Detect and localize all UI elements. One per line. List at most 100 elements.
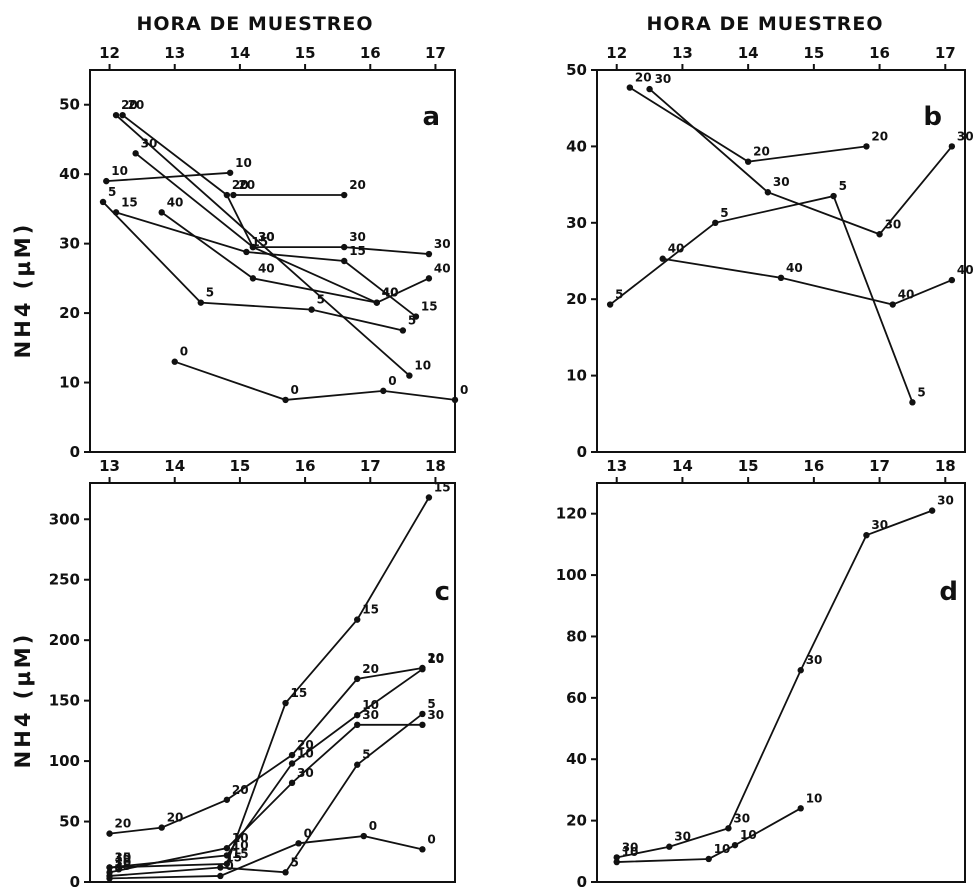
data-point	[340, 257, 348, 265]
data-point	[425, 250, 433, 258]
data-point	[360, 832, 367, 840]
data-label: 20	[115, 817, 132, 831]
data-point	[406, 372, 413, 379]
data-point	[340, 191, 348, 199]
data-label: 30	[115, 855, 132, 869]
data-point	[948, 276, 956, 284]
data-point	[354, 675, 361, 683]
data-label: 15	[232, 847, 249, 861]
series-line	[115, 211, 417, 318]
y-tick-label: 100	[49, 752, 80, 770]
data-label: 0	[369, 819, 377, 833]
data-point	[282, 396, 289, 404]
data-point	[243, 248, 250, 256]
y-tick-label: 0	[577, 873, 587, 891]
x-tick-label: 14	[672, 457, 693, 475]
data-label: 20	[871, 129, 888, 143]
data-label: 10	[414, 359, 431, 373]
data-point	[288, 760, 296, 767]
series-line	[648, 88, 953, 236]
data-label: 20	[167, 811, 184, 825]
plot-frame	[89, 69, 456, 453]
plot-frame	[596, 69, 966, 453]
data-label: 30	[258, 230, 275, 244]
series-1: 20 20 20	[626, 71, 888, 165]
data-point	[425, 494, 433, 501]
x-tick-label: 15	[295, 44, 316, 62]
series-6: 15 15 15 15	[112, 195, 438, 320]
data-point	[230, 191, 237, 199]
data-point	[223, 860, 231, 868]
data-label: 0	[388, 374, 396, 388]
data-label: 30	[733, 811, 750, 825]
x-tick-label: 13	[672, 44, 693, 62]
x-tick-label: 17	[935, 44, 956, 62]
data-point	[373, 299, 380, 306]
x-tick-label: 15	[229, 457, 250, 475]
panel-label: a	[422, 102, 440, 132]
data-label: 30	[141, 136, 158, 150]
data-label: 10	[232, 838, 249, 852]
data-point	[666, 843, 673, 850]
y-tick-label: 120	[556, 505, 587, 523]
data-point	[606, 301, 614, 308]
y-tick-label: 200	[49, 631, 80, 649]
data-point	[217, 864, 224, 871]
y-tick-label: 30	[59, 235, 80, 253]
data-point	[928, 507, 936, 514]
data-point	[712, 219, 719, 226]
x-tick-label: 18	[425, 457, 446, 475]
data-label: 5	[427, 697, 435, 711]
x-tick-label: 14	[738, 44, 759, 62]
data-point	[340, 243, 348, 251]
y-tick-label: 50	[59, 96, 80, 114]
data-label: 10	[297, 747, 314, 761]
data-point	[249, 275, 257, 282]
y-tick-label: 0	[577, 443, 587, 461]
data-point	[226, 169, 234, 176]
data-point	[158, 209, 165, 216]
data-point	[909, 399, 916, 406]
panel-b: 12 13 14 15 16 1701020304050b2020203030303055…	[566, 44, 973, 461]
data-label: 20	[128, 98, 145, 112]
data-label: 15	[251, 235, 268, 249]
data-label: 15	[434, 481, 451, 495]
data-point	[223, 796, 231, 803]
plot-frame	[89, 482, 456, 883]
x-tick-label: 14	[229, 44, 250, 62]
data-point	[132, 150, 139, 157]
series-8: 5 5 5 5	[99, 185, 416, 334]
x-tick-label: 13	[606, 457, 627, 475]
data-point	[106, 875, 113, 882]
x-tick-label: 16	[803, 457, 824, 475]
data-label: 5	[108, 185, 116, 199]
data-label: 5	[408, 313, 416, 327]
data-point	[249, 243, 257, 251]
y-tick-label: 20	[566, 290, 587, 308]
series-7: 40 40 40	[158, 195, 398, 306]
data-label: 20	[427, 651, 444, 665]
data-label: 10	[232, 831, 249, 845]
data-point	[451, 396, 459, 404]
data-point	[158, 824, 165, 831]
data-point	[308, 306, 315, 313]
data-label: 20	[362, 662, 379, 676]
series-line	[109, 723, 423, 874]
data-point	[106, 864, 113, 871]
panel-d: 13 14 15 16 17 18020406080100120d303030303030…	[556, 457, 966, 891]
data-label: 5	[917, 385, 925, 399]
x-tick-label: 16	[869, 44, 890, 62]
data-label: 40	[898, 288, 915, 302]
data-label: 20	[297, 738, 314, 752]
data-point	[295, 840, 302, 847]
data-label: 40	[167, 195, 184, 209]
x-tick-label: 15	[738, 457, 759, 475]
series-2: 10 10 10 10	[613, 791, 822, 866]
data-label: 40	[382, 286, 399, 300]
data-point	[119, 111, 126, 119]
series-line	[106, 171, 231, 183]
data-label: 0	[291, 383, 299, 397]
